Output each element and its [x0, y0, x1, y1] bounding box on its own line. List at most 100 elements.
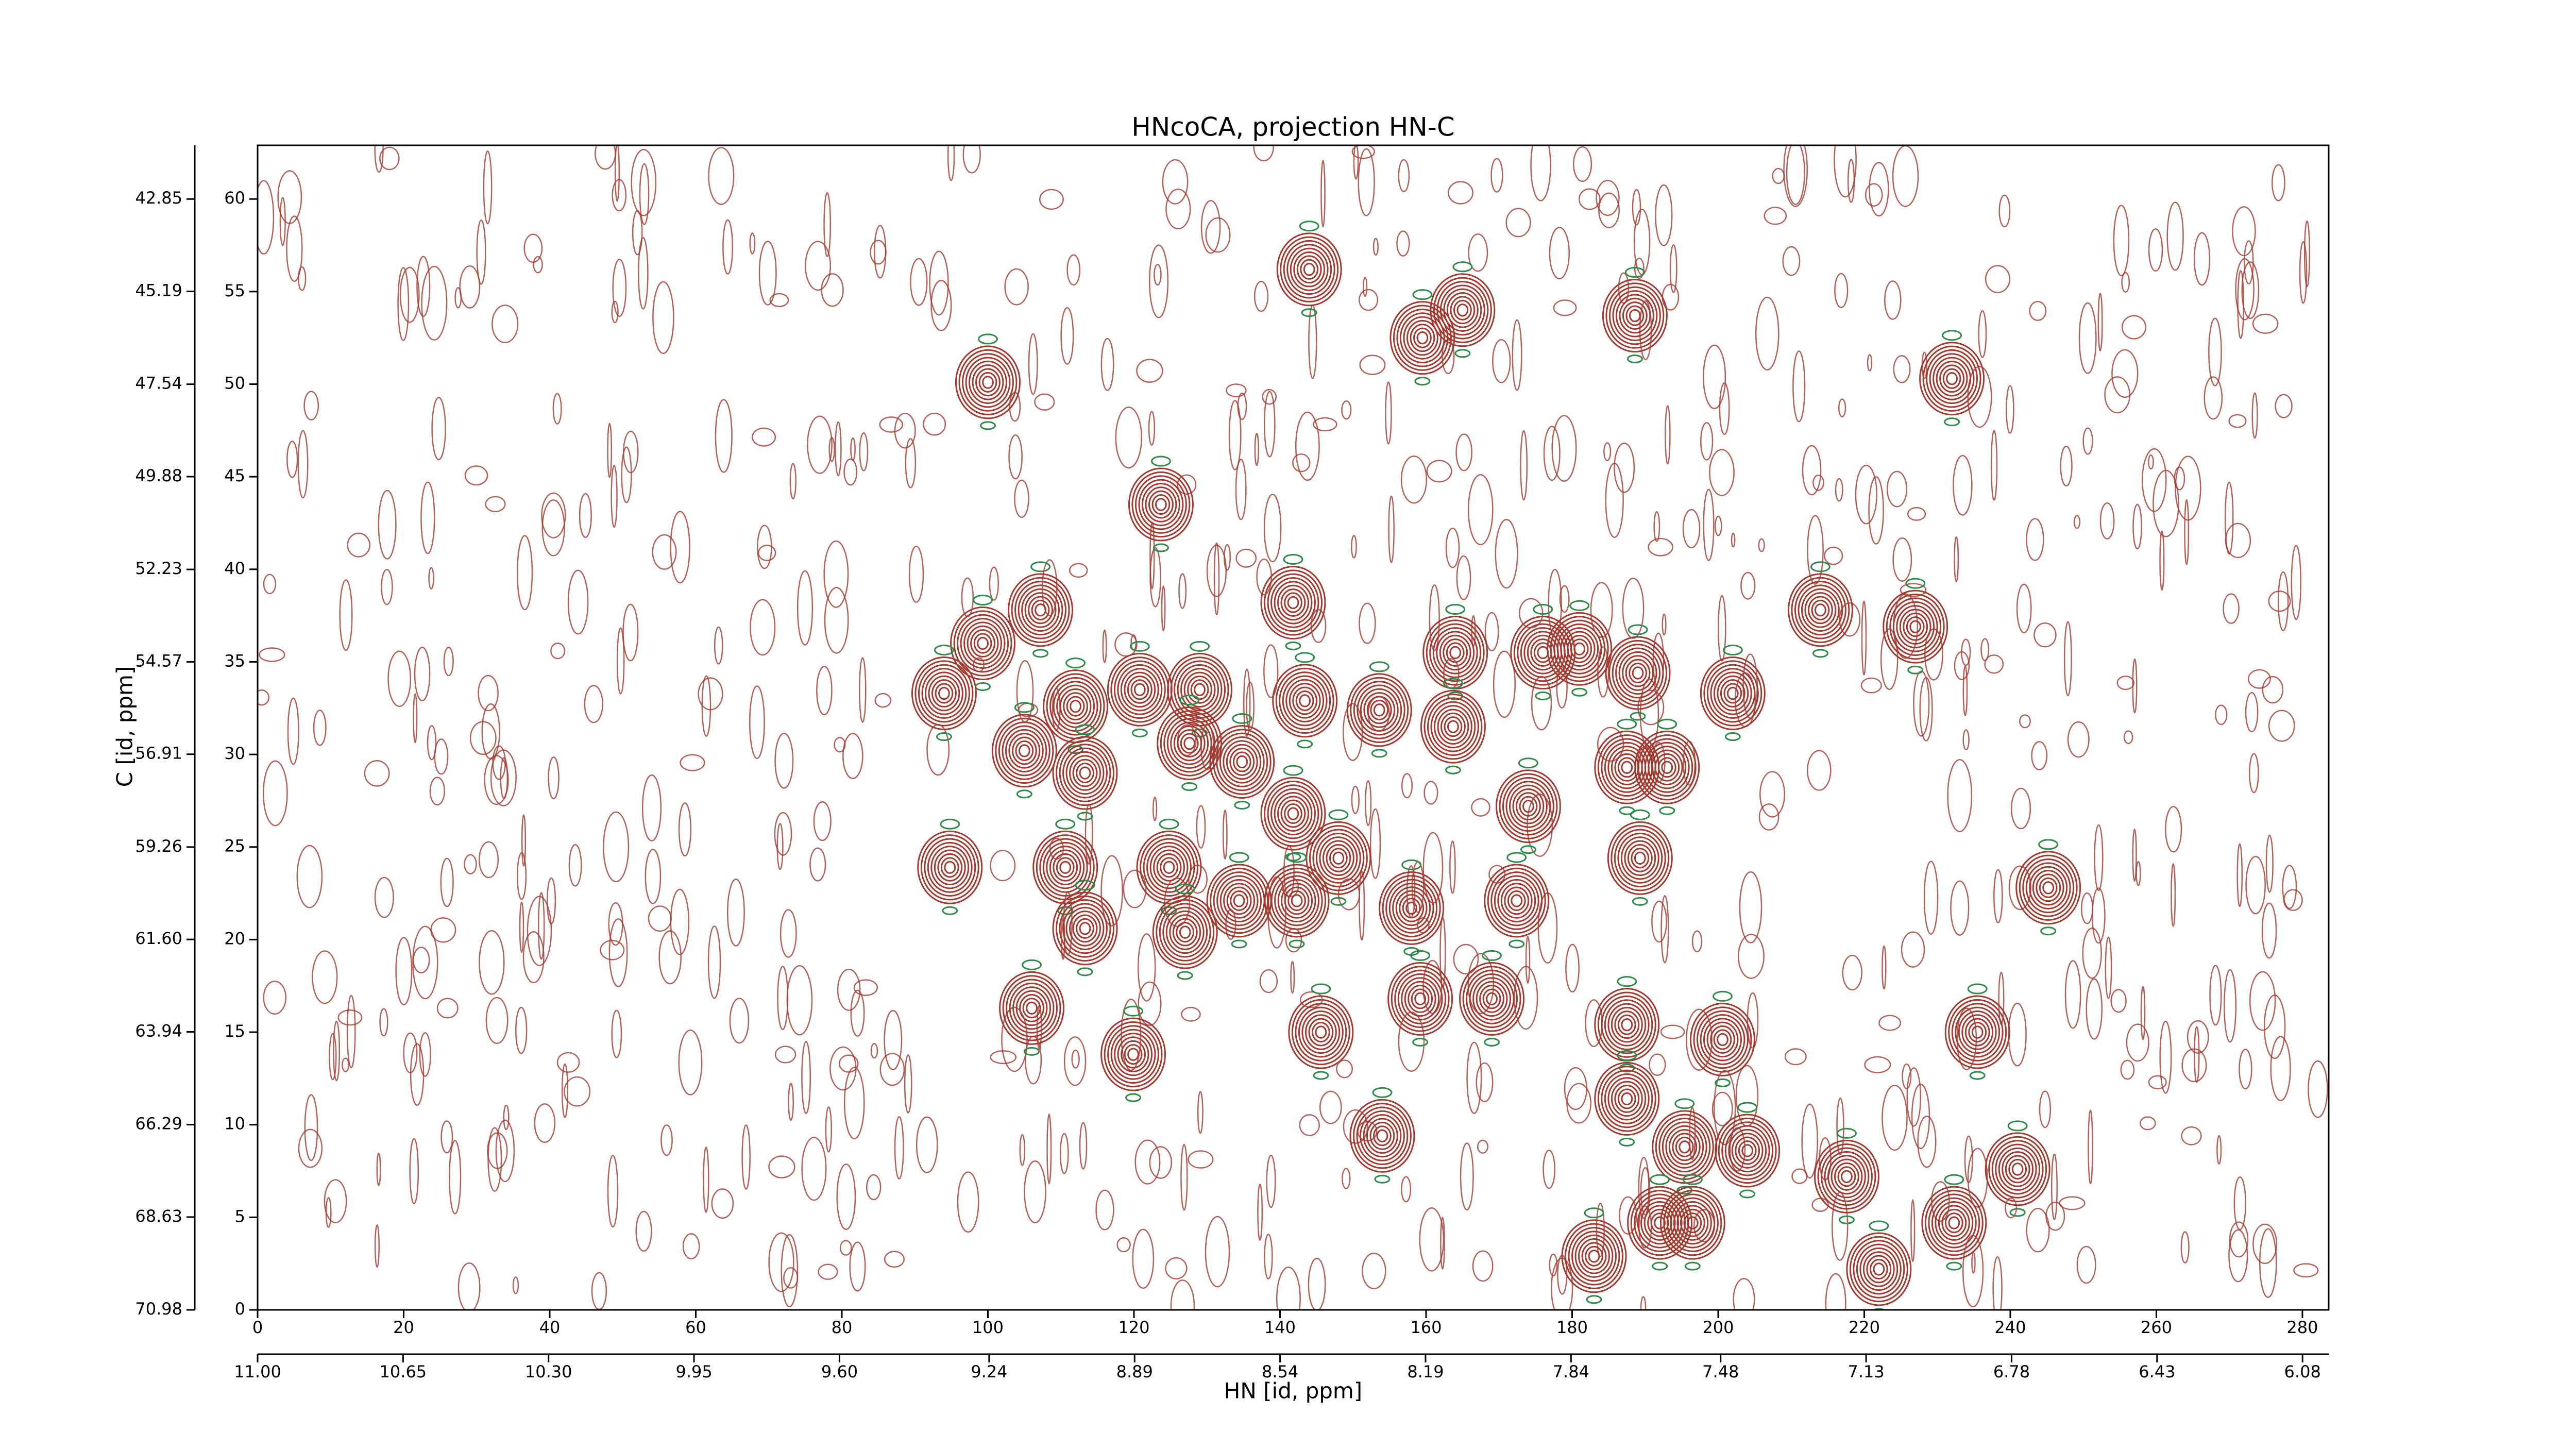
- peak-contour: [1008, 733, 1041, 769]
- noise-contour: [652, 534, 677, 570]
- noise-contour: [1884, 280, 1902, 320]
- peak-contour: [1422, 615, 1488, 689]
- peak-contour: [1399, 894, 1425, 922]
- peak-contour: [1408, 984, 1433, 1013]
- peak-contour: [1392, 886, 1431, 930]
- negative-contour: [1617, 718, 1637, 730]
- noise-contour: [1919, 677, 1933, 742]
- peak-contour: [1267, 867, 1327, 934]
- peak-contour: [1515, 792, 1541, 821]
- noise-contour: [2239, 1049, 2252, 1090]
- peak-contour: [982, 376, 994, 389]
- peak-contour: [1138, 479, 1184, 530]
- noise-contour: [374, 1224, 380, 1268]
- peak: [1547, 600, 1613, 697]
- noise-contour: [337, 1009, 363, 1026]
- negative-contour: [1030, 561, 1051, 572]
- noise-contour: [904, 1054, 912, 1114]
- negative-contour: [1159, 818, 1179, 830]
- noise-contour: [750, 599, 776, 656]
- peak-contour: [1277, 584, 1309, 621]
- peak-contour: [1444, 716, 1463, 737]
- negative-contour: [1617, 976, 1637, 987]
- peak-contour: [1654, 1216, 1666, 1229]
- peak-contour: [1585, 1245, 1603, 1267]
- noise-contour: [2060, 445, 2073, 487]
- noise-contour: [1962, 665, 1968, 716]
- noise-contour: [1154, 263, 1162, 286]
- peak-contour: [1290, 247, 1329, 291]
- noise-contour: [621, 446, 632, 503]
- noise-contour: [1686, 1008, 1713, 1071]
- y-tick-label: 0: [235, 1299, 245, 1319]
- peak-contour: [1798, 584, 1843, 636]
- peak-contour: [1403, 316, 1442, 360]
- peak-contour: [1156, 853, 1182, 882]
- noise-contour: [258, 180, 275, 255]
- peak: [1985, 1120, 2050, 1217]
- peak-contour: [1410, 324, 1435, 352]
- peak-contour: [1484, 864, 1550, 938]
- peak-contour: [1672, 1133, 1698, 1161]
- peak-contour: [1662, 1121, 1707, 1173]
- negative-contour: [1234, 800, 1250, 810]
- noise-contour: [1320, 159, 1326, 228]
- noise-contour: [421, 265, 448, 341]
- noise-contour: [1867, 354, 1873, 372]
- noise-contour: [990, 1050, 1017, 1065]
- noise-contour: [1733, 1278, 1755, 1310]
- peak-contour: [1631, 848, 1650, 869]
- noise-contour: [850, 989, 865, 1037]
- noise-contour: [1651, 900, 1667, 943]
- peak: [1346, 661, 1412, 758]
- noise-contour: [1137, 933, 1156, 1002]
- peak-contour: [1062, 747, 1108, 799]
- noise-contour: [1429, 584, 1440, 651]
- noise-contour: [2193, 232, 2211, 286]
- peak-contour: [1629, 662, 1647, 684]
- peak-contour: [1955, 1006, 2001, 1058]
- peak-contour: [1062, 903, 1108, 954]
- noise-contour: [2263, 995, 2286, 1059]
- peak: [999, 959, 1065, 1056]
- negative-contour: [1175, 883, 1195, 895]
- peak-contour: [1713, 1029, 1732, 1050]
- peak-contour: [1437, 709, 1469, 745]
- noise-contour: [916, 1116, 938, 1173]
- negative-contour: [1125, 1093, 1142, 1102]
- noise-contour: [1660, 1024, 1685, 1039]
- noise-contour: [1228, 400, 1242, 470]
- negative-contour: [1371, 749, 1387, 758]
- noise-contour: [1362, 1252, 1386, 1289]
- peak-contour: [1385, 879, 1438, 938]
- noise-contour: [1472, 1250, 1494, 1282]
- noise-contour: [1401, 1176, 1412, 1203]
- x2-tick-label: 8.19: [1407, 1362, 1444, 1381]
- negative-contour: [1412, 1037, 1429, 1047]
- noise-contour: [1039, 189, 1064, 210]
- noise-contour: [2148, 1075, 2167, 1090]
- negative-contour: [1586, 1295, 1602, 1304]
- peak-contour: [1049, 677, 1102, 736]
- noise-contour: [1622, 577, 1645, 639]
- noise-contour: [1740, 571, 1756, 600]
- peak-contour: [1026, 1001, 1038, 1015]
- noise-contour: [263, 760, 288, 827]
- noise-contour: [2076, 1245, 2096, 1284]
- noise-contour: [884, 1251, 905, 1268]
- noise-contour: [584, 685, 604, 723]
- negative-contour: [1907, 665, 1924, 675]
- noise-contour: [1116, 1237, 1131, 1253]
- noise-contour: [476, 220, 486, 285]
- peak-contour: [1453, 299, 1472, 321]
- noise-contour: [870, 1042, 878, 1059]
- peak-contour: [1282, 675, 1328, 727]
- peak-contour: [1104, 1021, 1163, 1088]
- noise-contour: [379, 1008, 388, 1037]
- peak-contour: [1395, 890, 1428, 926]
- negative-contour: [1657, 718, 1677, 730]
- peak-contour: [1630, 1189, 1689, 1256]
- peak-contour: [1899, 609, 1931, 645]
- noise-contour: [2268, 710, 2295, 742]
- peak-contour: [1641, 738, 1693, 797]
